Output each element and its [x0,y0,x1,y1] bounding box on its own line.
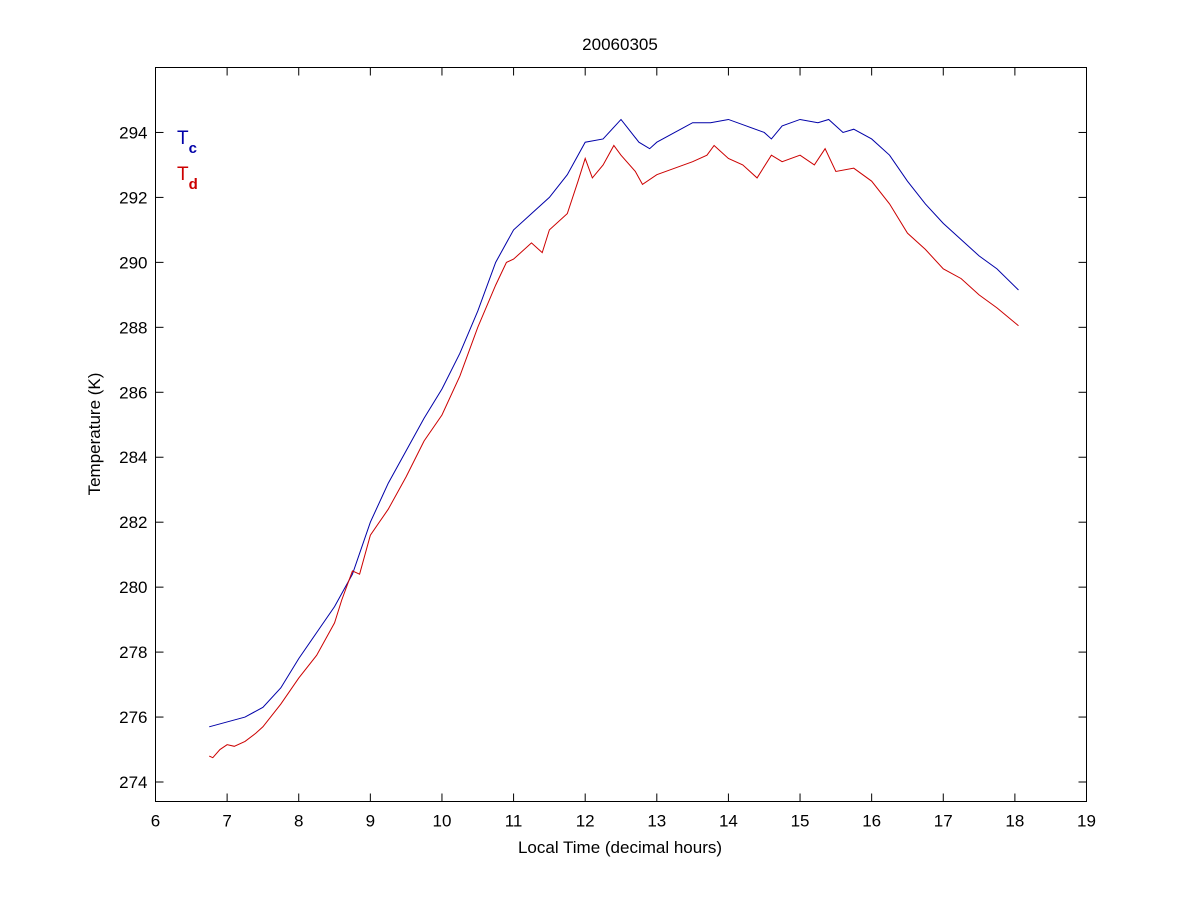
x-tick-label: 12 [576,812,595,831]
y-tick-label: 282 [119,513,147,532]
chart-title: 20060305 [582,35,658,54]
x-tick-label: 11 [505,812,523,831]
x-tick-label: 10 [433,812,452,831]
y-tick-label: 276 [119,708,147,727]
x-tick-label: 17 [934,812,953,831]
y-tick-label: 294 [119,123,147,142]
y-tick-label: 290 [119,253,147,272]
x-tick-label: 16 [862,812,881,831]
y-axis-label: Temperature (K) [85,373,104,496]
y-tick-label: 286 [119,383,147,402]
plot-area [155,67,1087,802]
x-tick-label: 19 [1077,812,1096,831]
y-tick-label: 288 [119,318,147,337]
legend-main: T [177,128,189,149]
y-tick-label: 280 [119,578,147,597]
x-tick-label: 9 [366,812,375,831]
x-tick-label: 15 [791,812,810,831]
y-tick-label: 292 [119,188,147,207]
legend-entry: Tc [177,128,197,157]
x-tick-label: 14 [719,812,738,831]
legend-entry: Td [177,164,198,193]
data-line [209,118,1019,728]
x-tick-label: 13 [647,812,666,831]
x-tick-label: 8 [294,812,303,831]
y-tick-label: 274 [119,773,147,792]
legend-main: T [177,164,189,185]
legend-sub: d [189,176,198,193]
x-axis-label: Local Time (decimal hours) [518,838,722,857]
x-tick-label: 7 [222,812,231,831]
y-tick-label: 284 [119,448,147,467]
legend-sub: c [189,140,197,157]
data-line [209,144,1019,759]
y-tick-label: 278 [119,643,147,662]
x-tick-label: 18 [1005,812,1024,831]
x-tick-label: 6 [151,812,160,831]
